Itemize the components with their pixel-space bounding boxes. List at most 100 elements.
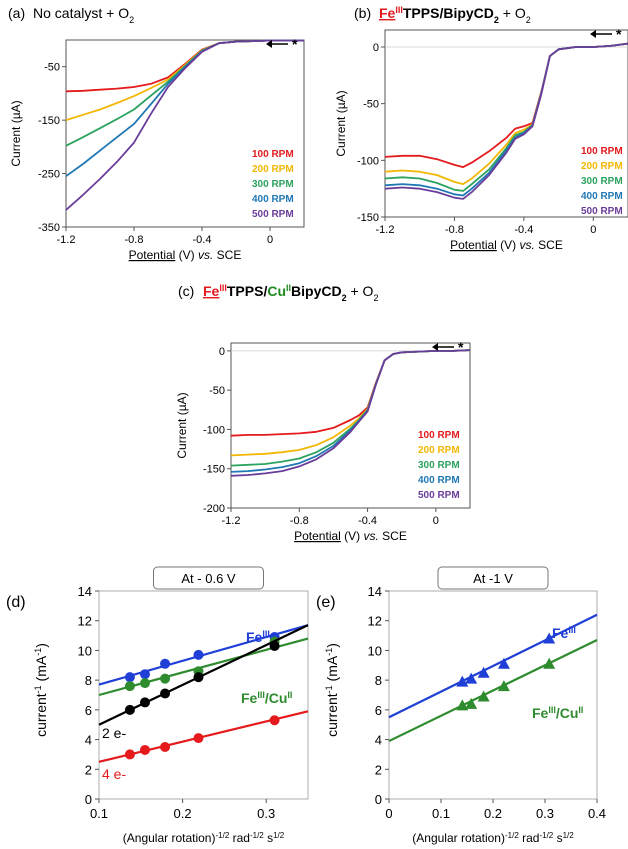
text-part: Cu [267,283,286,299]
fit-line [388,639,598,743]
y-tick-label: 0 [85,792,92,807]
asterisk-annotation: * [292,36,298,52]
y-tick-label: -150 [357,212,379,224]
y-tick-label: -250 [38,169,60,181]
data-point [124,704,135,715]
arrow-head [266,40,272,48]
text-part: (Angular rotation) [412,831,505,845]
chart-title: No catalyst + O2 [33,5,134,25]
series-label: FeIII [246,629,270,645]
data-point [465,697,478,709]
x-tick-label: -1.2 [376,224,395,236]
data-point [543,632,556,644]
text-part: 2 [526,15,531,25]
data-point [193,672,204,683]
y-tick-label: -150 [38,115,60,127]
x-tick-label: 0.2 [484,806,502,821]
text-part: 2 [494,15,499,25]
panel-1: (b) FeIIITPPS/BipyCD2 + O20-50-100-150-1.… [334,5,628,252]
data-point [477,690,490,702]
text-part: Fe [552,625,569,641]
y-tick-label: -350 [38,222,60,234]
text-part: 2 [373,293,378,303]
data-point [124,749,135,760]
y-tick-label: 8 [375,673,382,688]
legend-entry: 300 RPM [252,179,294,190]
panel-2: (c) FeIIITPPS/CuIIBipyCD2 + O20-50-100-15… [175,283,471,543]
arrow-head [432,343,438,351]
text-part: (mA [33,655,49,685]
text-part: III [395,5,403,15]
arrow-head [590,30,596,38]
data-point [456,675,469,687]
panel-label: (b) [354,5,371,21]
y-axis-label: Current (µA) [175,392,189,458]
text-part: 1/2 [273,831,285,840]
data-point [269,715,280,726]
text-part: vs. [198,248,213,262]
text-part: II [578,705,583,715]
y-axis-label: current-1 (mA-1) [324,643,340,737]
plot-frame [65,39,305,228]
text-part: Fe [203,283,220,299]
y-tick-label: 10 [368,643,382,658]
text-part: rad [229,831,250,845]
text-part: Fe [379,5,396,21]
y-tick-label: 14 [368,584,382,599]
legend-entry: 200 RPM [581,161,623,172]
y-tick-label: 12 [368,614,382,629]
y-tick-label: 6 [375,703,382,718]
y-tick-label: 14 [78,584,92,599]
title-box [153,566,264,590]
text-part: 4 e- [102,766,126,782]
data-point [543,657,556,669]
text-part: III [568,625,576,635]
text-part: ) [33,643,49,648]
series-line [230,349,471,477]
text-part: TPPS [227,283,264,299]
series-label: FeIII/CuII [241,690,292,706]
data-point [193,649,204,660]
text-part: vs. [364,529,379,543]
text-part: II [286,283,291,293]
text-part: 2 [129,15,134,25]
y-axis-label: current-1 (mA-1) [33,643,49,737]
x-tick-label: 0.4 [588,806,606,821]
panel-label: (e) [316,594,336,611]
legend-entry: 500 RPM [418,490,460,501]
text-part: /Cu [556,705,579,721]
y-tick-label: 8 [85,673,92,688]
text-part: III [219,283,227,293]
data-point [269,640,280,651]
x-tick-label: -0.8 [445,224,464,236]
plot-frame [388,590,598,800]
text-part: Potential [129,248,176,262]
y-tick-label: 0 [373,42,379,54]
x-tick-label: 0.2 [174,806,192,821]
y-tick-label: 0 [219,346,225,358]
text-part: TPPS [403,5,440,21]
data-point [160,658,171,669]
x-tick-label: -1.2 [222,515,241,527]
legend-entry: 400 RPM [418,475,460,486]
data-point [497,657,510,669]
y-tick-label: -100 [203,424,225,436]
y-tick-label: 2 [85,762,92,777]
series-line [384,42,628,200]
y-tick-label: -100 [357,155,379,167]
x-axis-label: Potential (V) vs. SCE [450,238,563,252]
y-tick-label: 0 [375,792,382,807]
text-part: SCE [213,248,241,262]
data-point [160,688,171,699]
text-part: SCE [379,529,407,543]
data-point [497,680,510,692]
text-part: (Angular rotation) [123,831,216,845]
x-tick-label: -1.2 [57,234,76,246]
series-label: 2 e- [102,725,126,741]
text-part: -1/2 [539,831,553,840]
asterisk-annotation: * [616,26,622,42]
x-axis-label: Potential (V) vs. SCE [294,529,407,543]
x-tick-label: 0 [433,515,439,527]
y-tick-label: 4 [375,733,382,748]
